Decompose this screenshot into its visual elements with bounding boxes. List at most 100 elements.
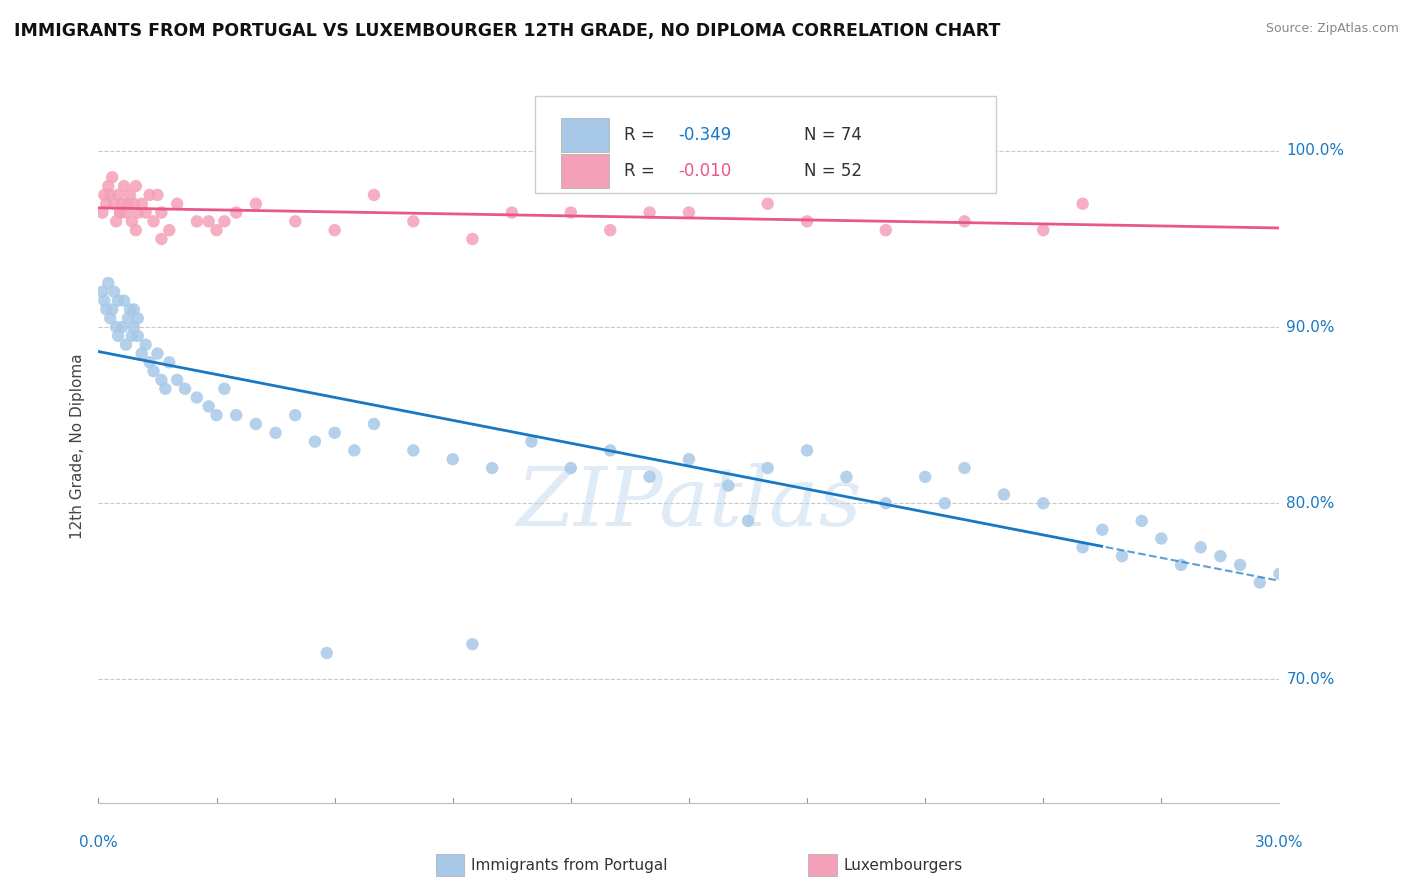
Text: 90.0%: 90.0% xyxy=(1286,319,1334,334)
Point xyxy=(118,302,141,317)
Point xyxy=(101,302,124,317)
Point xyxy=(481,461,503,475)
Point xyxy=(107,329,129,343)
Point xyxy=(105,320,128,334)
Point xyxy=(101,170,124,185)
Point xyxy=(1170,558,1192,572)
Point xyxy=(520,434,543,449)
Point xyxy=(115,337,138,351)
Point xyxy=(186,391,208,405)
Text: Immigrants from Portugal: Immigrants from Portugal xyxy=(471,858,668,872)
Point xyxy=(638,470,661,484)
Point xyxy=(122,196,145,211)
Point xyxy=(402,214,425,228)
Point xyxy=(284,214,307,228)
Point xyxy=(323,223,346,237)
Point xyxy=(638,205,661,219)
Point xyxy=(174,382,197,396)
Point xyxy=(97,276,120,290)
Point xyxy=(1032,223,1054,237)
Point xyxy=(678,452,700,467)
Text: 30.0%: 30.0% xyxy=(1256,836,1303,850)
Text: IMMIGRANTS FROM PORTUGAL VS LUXEMBOURGER 12TH GRADE, NO DIPLOMA CORRELATION CHAR: IMMIGRANTS FROM PORTUGAL VS LUXEMBOURGER… xyxy=(14,22,1001,40)
Point xyxy=(953,214,976,228)
Text: 0.0%: 0.0% xyxy=(79,836,118,850)
Text: -0.010: -0.010 xyxy=(678,161,731,180)
Point xyxy=(1229,558,1251,572)
Point xyxy=(717,478,740,492)
Point xyxy=(91,205,114,219)
Point xyxy=(91,285,114,299)
Point xyxy=(796,443,818,458)
Point xyxy=(225,205,247,219)
Point xyxy=(363,188,385,202)
Point xyxy=(97,179,120,194)
Point xyxy=(214,214,236,228)
Point xyxy=(103,196,125,211)
Point xyxy=(108,205,131,219)
Text: 80.0%: 80.0% xyxy=(1286,496,1334,511)
Point xyxy=(155,382,177,396)
Point xyxy=(1130,514,1153,528)
Point xyxy=(118,188,141,202)
Point xyxy=(157,223,180,237)
Point xyxy=(122,302,145,317)
Point xyxy=(122,320,145,334)
Point xyxy=(135,205,157,219)
Text: R =: R = xyxy=(624,126,659,144)
Point xyxy=(737,514,759,528)
Point xyxy=(117,311,139,326)
Point xyxy=(1071,541,1094,555)
Point xyxy=(96,302,118,317)
Point xyxy=(125,223,148,237)
Point xyxy=(166,196,188,211)
Point xyxy=(96,196,118,211)
Point xyxy=(98,311,121,326)
Point xyxy=(103,285,125,299)
Point xyxy=(138,355,160,369)
Point xyxy=(146,346,169,360)
Point xyxy=(115,205,138,219)
Point xyxy=(1189,541,1212,555)
Point xyxy=(121,214,143,228)
Point xyxy=(146,188,169,202)
Point xyxy=(111,320,134,334)
Point xyxy=(304,434,326,449)
Point xyxy=(993,487,1015,501)
Point xyxy=(560,205,582,219)
Text: -0.349: -0.349 xyxy=(678,126,731,144)
Point xyxy=(315,646,337,660)
Point xyxy=(1091,523,1114,537)
Point xyxy=(1249,575,1271,590)
Y-axis label: 12th Grade, No Diploma: 12th Grade, No Diploma xyxy=(69,353,84,539)
Point xyxy=(363,417,385,431)
Point xyxy=(1032,496,1054,510)
Text: N = 74: N = 74 xyxy=(803,126,862,144)
Point xyxy=(245,196,267,211)
Point xyxy=(914,470,936,484)
Point xyxy=(142,214,165,228)
Point xyxy=(756,461,779,475)
Point xyxy=(131,346,153,360)
Point xyxy=(125,179,148,194)
Text: 100.0%: 100.0% xyxy=(1286,144,1344,159)
Point xyxy=(1111,549,1133,563)
Point xyxy=(157,355,180,369)
Point xyxy=(756,196,779,211)
Text: 70.0%: 70.0% xyxy=(1286,672,1334,687)
Point xyxy=(264,425,287,440)
Point xyxy=(117,196,139,211)
Point xyxy=(461,232,484,246)
Point xyxy=(166,373,188,387)
Point xyxy=(875,496,897,510)
Point xyxy=(150,232,173,246)
Point xyxy=(138,188,160,202)
Point xyxy=(205,223,228,237)
Point xyxy=(142,364,165,378)
Text: Luxembourgers: Luxembourgers xyxy=(844,858,963,872)
Point xyxy=(127,329,149,343)
Point xyxy=(343,443,366,458)
Point xyxy=(835,470,858,484)
Point xyxy=(1268,566,1291,581)
Text: Source: ZipAtlas.com: Source: ZipAtlas.com xyxy=(1265,22,1399,36)
